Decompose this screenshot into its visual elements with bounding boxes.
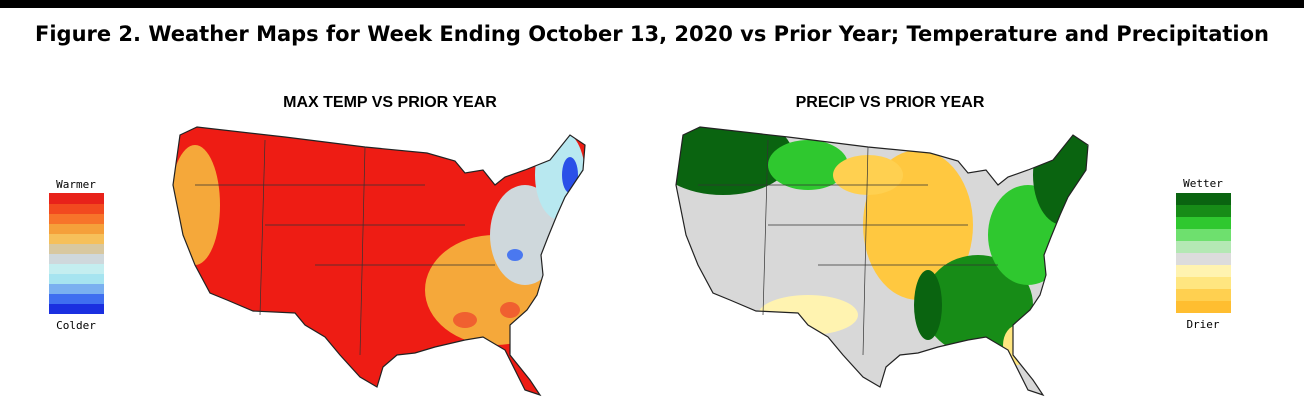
legend-label: Colder — [56, 319, 96, 332]
map-title: MAX TEMP VS PRIOR YEAR — [283, 94, 497, 111]
legend-label: Drier — [1186, 318, 1219, 331]
top-bar — [0, 0, 1304, 8]
legend-label: Wetter — [1183, 177, 1223, 190]
temp-map — [172, 126, 586, 396]
legend-label: Warmer — [56, 178, 96, 191]
figure-title: Figure 2. Weather Maps for Week Ending O… — [35, 22, 1269, 46]
precip-legend — [1176, 193, 1231, 313]
precip-map — [675, 126, 1089, 396]
temp-legend — [49, 193, 104, 314]
map-title: PRECIP VS PRIOR YEAR — [796, 94, 985, 111]
